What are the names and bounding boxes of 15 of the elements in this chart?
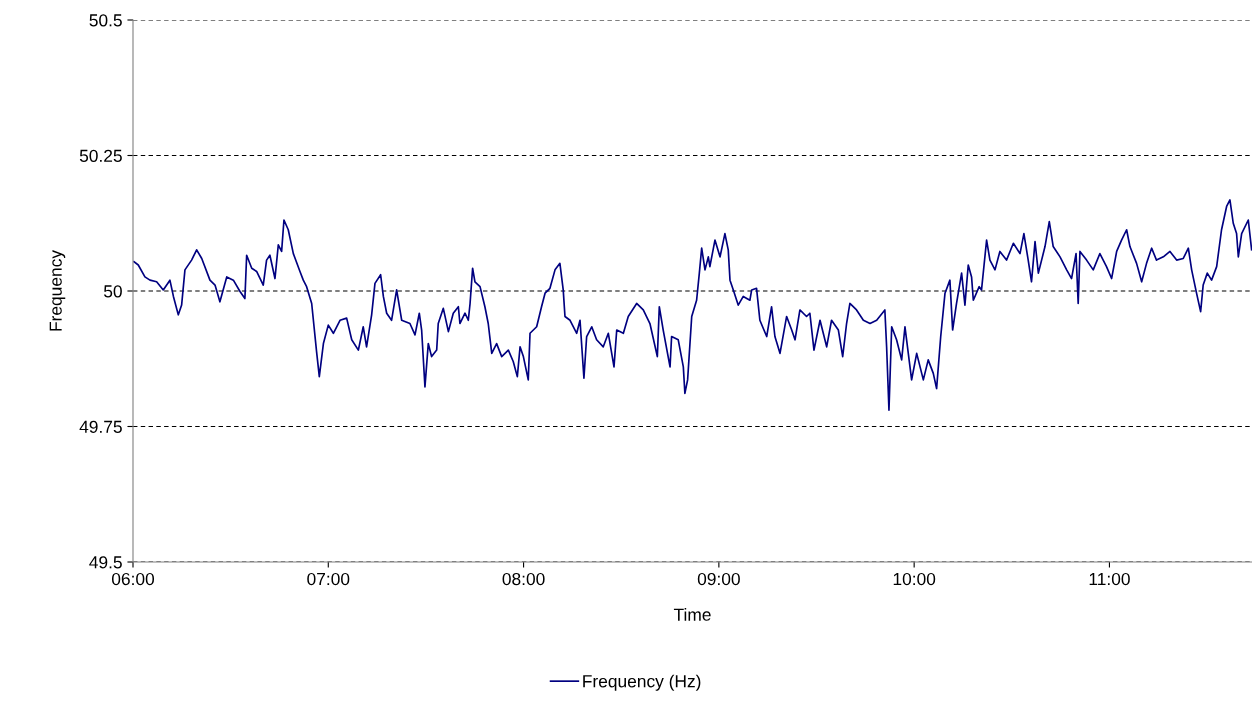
x-tick-label: 06:00	[111, 572, 155, 586]
y-axis-title: Frequency	[49, 250, 66, 331]
x-tick-label: 09:00	[697, 572, 740, 586]
legend-label: Frequency (Hz)	[583, 674, 701, 691]
line-series	[133, 199, 1252, 412]
x-tick-label: 08:00	[502, 572, 545, 586]
y-tick-label: 50.25	[79, 149, 122, 162]
y-tick-label: 50	[103, 285, 122, 298]
x-tick-label: 10:00	[893, 572, 936, 586]
x-axis-title: Time	[673, 608, 711, 621]
y-tick-label: 49.75	[79, 420, 122, 433]
x-tick-label: 11:00	[1089, 572, 1130, 586]
x-tick-label: 07:00	[307, 572, 350, 586]
y-tick-label: 49.5	[89, 556, 122, 569]
y-tick-label: 50.5	[89, 14, 122, 27]
